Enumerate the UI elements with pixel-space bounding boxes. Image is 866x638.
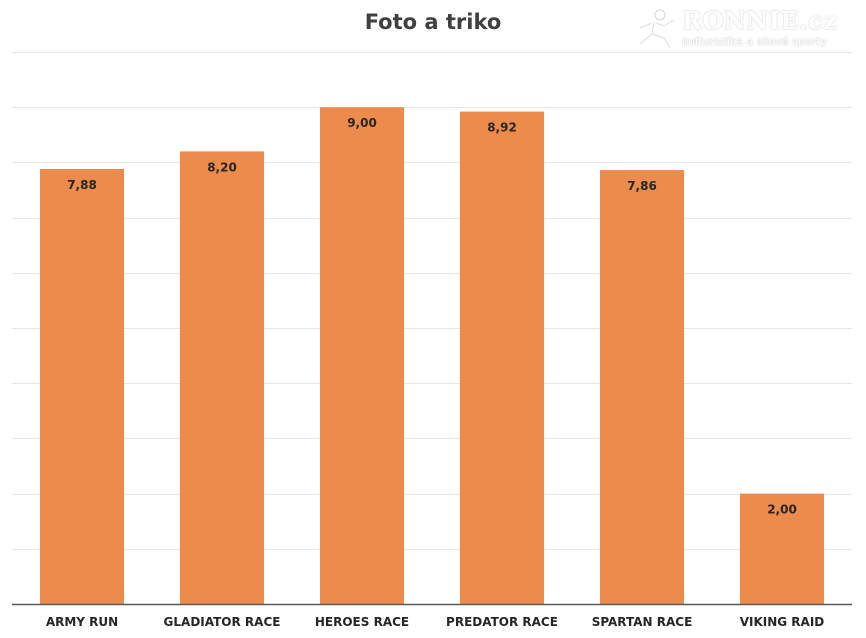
category-tick-label: SPARTAN RACE — [592, 615, 693, 629]
data-label: 8,92 — [487, 121, 517, 135]
runner-figure-icon — [637, 9, 677, 50]
category-tick-label: VIKING RAID — [740, 615, 825, 629]
bars — [40, 107, 824, 604]
data-label: 2,00 — [767, 503, 797, 517]
watermark-tagline: kulturistika a silové sporty — [682, 35, 827, 48]
data-label: 8,20 — [207, 160, 237, 174]
bar — [40, 169, 124, 604]
chart-title: Foto a triko — [364, 10, 502, 34]
category-tick-label: PREDATOR RACE — [446, 615, 558, 629]
data-label: 9,00 — [347, 116, 377, 130]
bar — [740, 493, 824, 604]
data-label: 7,88 — [67, 178, 97, 192]
bar — [600, 170, 684, 604]
category-tick-label: GLADIATOR RACE — [164, 615, 281, 629]
bar — [460, 111, 544, 604]
data-label: 7,86 — [627, 179, 657, 193]
category-tick-labels: ARMY RUN GLADIATOR RACE HEROES RACE PREDATO… — [12, 603, 852, 629]
bar — [320, 107, 404, 604]
category-tick-label: HEROES RACE — [315, 615, 409, 629]
category-tick-label: ARMY RUN — [46, 615, 118, 629]
gridlines — [12, 52, 852, 550]
watermark-brand: RONNIE.cz — [682, 6, 838, 35]
data-labels: 7,88 8,20 9,00 8,92 7,86 2,00 — [67, 116, 797, 516]
bar — [180, 151, 264, 604]
ronnie-watermark-logo: RONNIE.cz kulturistika a silové sporty — [630, 6, 852, 52]
